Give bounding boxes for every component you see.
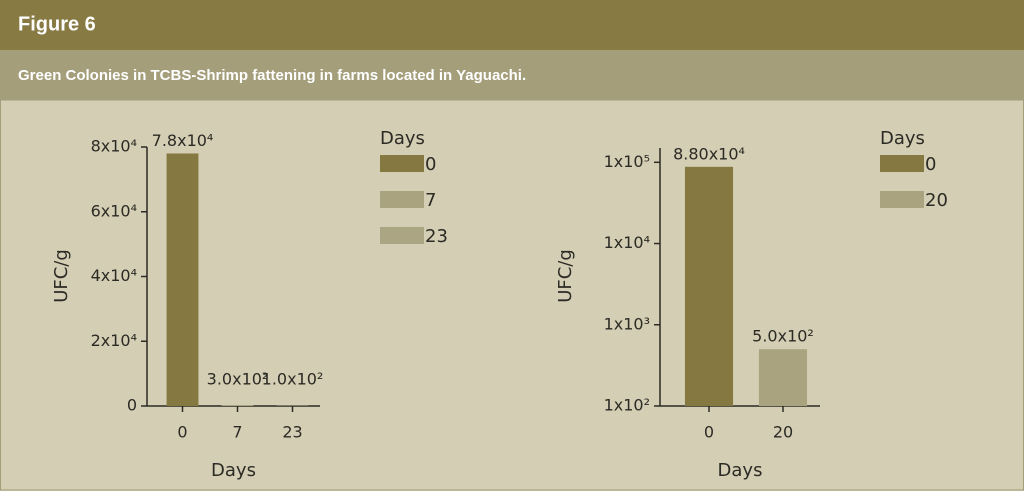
- y-tick-label: 4x10⁴: [91, 266, 137, 285]
- y-tick-label: 6x10⁴: [91, 201, 137, 220]
- legend-label: 23: [425, 226, 448, 247]
- legend-label: 0: [425, 154, 436, 175]
- legend-swatch: [380, 155, 424, 172]
- figure-title: Figure 6: [18, 13, 96, 35]
- x-axis-label: Days: [211, 460, 256, 481]
- y-tick-label: 8x10⁴: [91, 137, 137, 156]
- value-label: 7.8x10⁴: [152, 131, 214, 150]
- y-axis-label: UFC/g: [555, 249, 576, 303]
- legend-label: 0: [925, 154, 936, 175]
- value-label: 5.0x10²: [752, 327, 814, 346]
- y-tick-label: 1x10³: [604, 314, 650, 333]
- y-tick-label: 1x10⁴: [604, 233, 650, 252]
- x-tick-label: 0: [177, 423, 187, 442]
- legend-title: Days: [880, 128, 925, 149]
- subtitle: Green Colonies in TCBS-Shrimp fattening …: [18, 67, 526, 84]
- y-axis-label: UFC/g: [51, 249, 72, 303]
- header-bar: [0, 0, 1024, 50]
- subtitle-bar: [0, 50, 1024, 100]
- x-tick-label: 7: [232, 423, 242, 442]
- bar: [221, 405, 254, 406]
- value-label: 8.80x10⁴: [673, 144, 745, 163]
- x-tick-label: 0: [704, 423, 714, 442]
- legend-label: 7: [425, 190, 436, 211]
- value-label: 3.0x10²: [207, 370, 269, 389]
- bar: [166, 153, 199, 406]
- y-tick-label: 0: [127, 396, 137, 415]
- x-tick-label: 23: [282, 423, 302, 442]
- y-tick-label: 1x10⁵: [604, 152, 650, 171]
- value-label: 1.0x10²: [262, 370, 324, 389]
- legend-title: Days: [380, 128, 425, 149]
- legend-swatch: [380, 191, 424, 208]
- y-tick-label: 1x10²: [604, 396, 650, 415]
- legend-swatch: [880, 155, 924, 172]
- x-tick-label: 20: [773, 423, 793, 442]
- legend-label: 20: [925, 190, 948, 211]
- x-axis-label: Days: [718, 460, 763, 481]
- y-tick-label: 2x10⁴: [91, 331, 137, 350]
- bar: [758, 349, 808, 406]
- legend-swatch: [880, 191, 924, 208]
- bar: [684, 166, 734, 406]
- legend-swatch: [380, 227, 424, 244]
